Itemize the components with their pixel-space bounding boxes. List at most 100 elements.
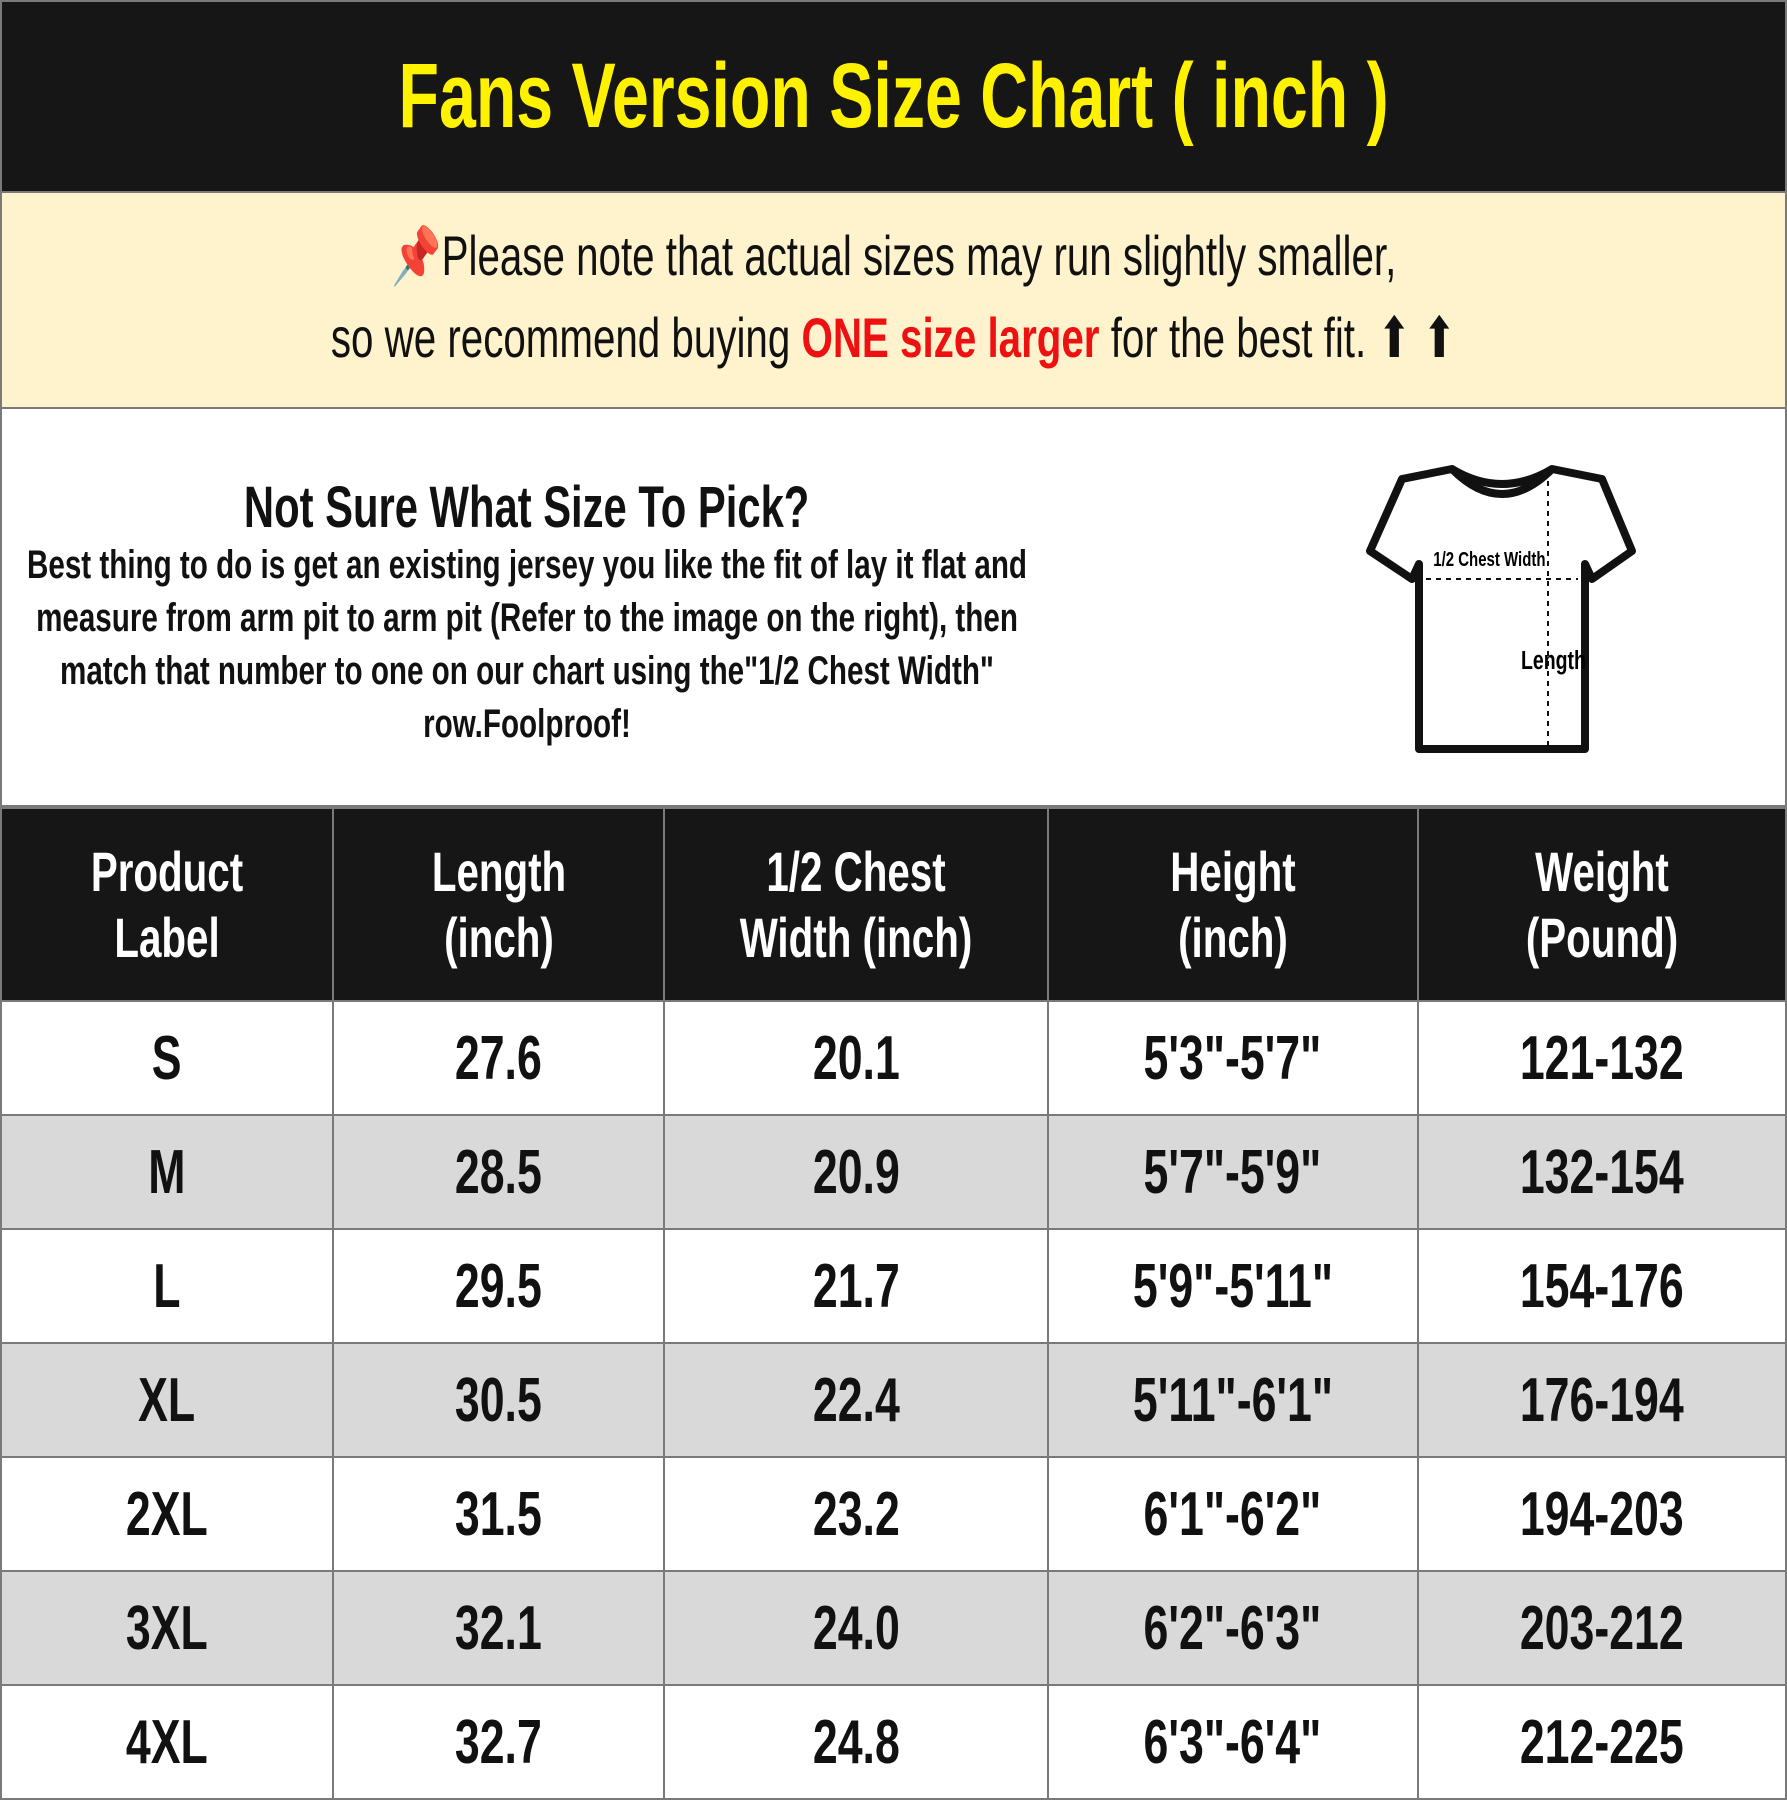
cell-height: 5'3"-5'7"	[1047, 1000, 1419, 1116]
column-header-chest-width: 1/2 Chest Width (inch)	[663, 807, 1050, 1002]
cell-chest-width: 24.0	[663, 1570, 1050, 1686]
cell-text: 27.6	[455, 1023, 543, 1093]
table-row: M 28.5 20.9 5'7"-5'9" 132-154	[0, 1114, 1787, 1230]
cell-text: 5'3"-5'7"	[1143, 1023, 1322, 1093]
cell-product-label: XL	[0, 1342, 334, 1458]
cell-product-label: S	[0, 1000, 334, 1116]
cell-height: 5'7"-5'9"	[1047, 1114, 1419, 1230]
cell-length: 32.1	[331, 1570, 666, 1686]
column-header-text: Length (inch)	[431, 839, 566, 969]
cell-text: 154-176	[1519, 1251, 1684, 1321]
cell-length: 32.7	[331, 1684, 666, 1800]
cell-text: 176-194	[1519, 1365, 1684, 1435]
size-advice-section: Not Sure What Size To Pick? Best thing t…	[0, 409, 1787, 807]
cell-length: 28.5	[331, 1114, 666, 1230]
table-row: 3XL 32.1 24.0 6'2"-6'3" 203-212	[0, 1570, 1787, 1686]
cell-text: 32.1	[455, 1593, 543, 1663]
cell-text: 32.7	[455, 1707, 543, 1777]
table-row: L 29.5 21.7 5'9"-5'11" 154-176	[0, 1228, 1787, 1344]
table-row: S 27.6 20.1 5'3"-5'7" 121-132	[0, 1000, 1787, 1116]
cell-height: 6'1"-6'2"	[1047, 1456, 1419, 1572]
size-table: Product Label Length (inch) 1/2 Chest Widt…	[0, 807, 1787, 1800]
notice-highlight: ONE size larger	[801, 306, 1100, 369]
cell-height: 5'11"-6'1"	[1047, 1342, 1419, 1458]
cell-text: 6'2"-6'3"	[1143, 1593, 1322, 1663]
cell-height: 6'3"-6'4"	[1047, 1684, 1419, 1800]
table-row: 2XL 31.5 23.2 6'1"-6'2" 194-203	[0, 1456, 1787, 1572]
column-header-weight: Weight (Pound)	[1416, 807, 1787, 1002]
cell-length: 31.5	[331, 1456, 666, 1572]
column-header-text: Weight (Pound)	[1525, 839, 1678, 969]
cell-text: 31.5	[455, 1479, 543, 1549]
cell-text: 22.4	[812, 1365, 900, 1435]
cell-chest-width: 23.2	[663, 1456, 1050, 1572]
column-header-text: Height (inch)	[1170, 839, 1296, 969]
tshirt-diagram-icon: 1/2 Chest Width Length	[1366, 465, 1636, 753]
cell-text: 24.0	[812, 1593, 900, 1663]
cell-product-label: 2XL	[0, 1456, 334, 1572]
column-header-length: Length (inch)	[331, 807, 666, 1002]
cell-product-label: M	[0, 1114, 334, 1230]
cell-height: 5'9"-5'11"	[1047, 1228, 1419, 1344]
cell-weight: 203-212	[1416, 1570, 1787, 1686]
cell-text: 4XL	[125, 1707, 208, 1777]
cell-length: 30.5	[331, 1342, 666, 1458]
cell-text: 21.7	[812, 1251, 900, 1321]
cell-chest-width: 21.7	[663, 1228, 1050, 1344]
cell-text: 28.5	[455, 1137, 543, 1207]
cell-text: 29.5	[455, 1251, 543, 1321]
notice-line-2-start: so we recommend buying	[330, 306, 802, 369]
cell-text: 121-132	[1519, 1023, 1684, 1093]
cell-text: S	[151, 1023, 182, 1093]
up-arrows-icon: ⬆ ⬆	[1377, 306, 1457, 369]
cell-weight: 121-132	[1416, 1000, 1787, 1116]
column-header-product-label: Product Label	[0, 807, 334, 1002]
advice-heading: Not Sure What Size To Pick?	[244, 475, 810, 540]
notice-line-2-end: for the best fit.	[1099, 306, 1367, 369]
cell-weight: 212-225	[1416, 1684, 1787, 1800]
cell-text: 20.1	[812, 1023, 900, 1093]
cell-chest-width: 20.1	[663, 1000, 1050, 1116]
table-row: 4XL 32.7 24.8 6'3"-6'4" 212-225	[0, 1684, 1787, 1800]
cell-weight: 194-203	[1416, 1456, 1787, 1572]
page-title: Fans Version Size Chart ( inch )	[398, 45, 1389, 147]
notice-banner: 📌Please note that actual sizes may run s…	[0, 193, 1787, 409]
cell-text: 3XL	[125, 1593, 208, 1663]
cell-weight: 176-194	[1416, 1342, 1787, 1458]
cell-weight: 132-154	[1416, 1114, 1787, 1230]
table-row: XL 30.5 22.4 5'11"-6'1" 176-194	[0, 1342, 1787, 1458]
cell-chest-width: 20.9	[663, 1114, 1050, 1230]
table-header-row: Product Label Length (inch) 1/2 Chest Widt…	[0, 807, 1787, 1002]
cell-text: 5'11"-6'1"	[1132, 1365, 1333, 1435]
chest-width-label: 1/2 Chest Width	[1433, 548, 1545, 571]
cell-product-label: L	[0, 1228, 334, 1344]
cell-text: 5'7"-5'9"	[1143, 1137, 1322, 1207]
advice-text: Best thing to do is get an existing jers…	[27, 543, 1027, 746]
title-bar: Fans Version Size Chart ( inch )	[0, 0, 1787, 193]
cell-product-label: 4XL	[0, 1684, 334, 1800]
cell-text: 6'1"-6'2"	[1143, 1479, 1322, 1549]
cell-text: 132-154	[1519, 1137, 1684, 1207]
cell-length: 29.5	[331, 1228, 666, 1344]
cell-text: 5'9"-5'11"	[1132, 1251, 1333, 1321]
cell-text: 20.9	[812, 1137, 900, 1207]
cell-height: 6'2"-6'3"	[1047, 1570, 1419, 1686]
notice-line-1: Please note that actual sizes may run sl…	[441, 224, 1396, 287]
cell-length: 27.6	[331, 1000, 666, 1116]
cell-text: 203-212	[1519, 1593, 1684, 1663]
cell-text: 2XL	[125, 1479, 208, 1549]
column-header-height: Height (inch)	[1047, 807, 1419, 1002]
length-label: Length	[1521, 645, 1586, 674]
cell-text: L	[153, 1251, 181, 1321]
cell-text: 30.5	[455, 1365, 543, 1435]
column-header-text: Product Label	[90, 839, 244, 969]
cell-text: 24.8	[812, 1707, 900, 1777]
cell-chest-width: 24.8	[663, 1684, 1050, 1800]
cell-text: 6'3"-6'4"	[1143, 1707, 1322, 1777]
cell-weight: 154-176	[1416, 1228, 1787, 1344]
cell-text: XL	[138, 1365, 196, 1435]
cell-text: 23.2	[812, 1479, 900, 1549]
column-header-text: 1/2 Chest Width (inch)	[740, 839, 973, 969]
cell-text: M	[148, 1137, 186, 1207]
cell-chest-width: 22.4	[663, 1342, 1050, 1458]
